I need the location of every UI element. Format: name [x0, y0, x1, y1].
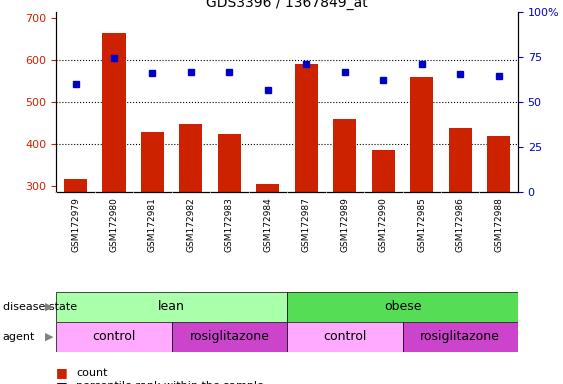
- Text: GSM172981: GSM172981: [148, 197, 157, 252]
- Bar: [487, 136, 510, 312]
- Text: GSM172982: GSM172982: [186, 197, 195, 252]
- Bar: [410, 76, 434, 312]
- Bar: [287, 292, 518, 322]
- Text: lean: lean: [158, 300, 185, 313]
- Bar: [333, 119, 356, 312]
- Text: GSM172980: GSM172980: [110, 197, 118, 252]
- Title: GDS3396 / 1367849_at: GDS3396 / 1367849_at: [206, 0, 368, 10]
- Bar: [64, 179, 87, 312]
- Text: obese: obese: [384, 300, 421, 313]
- Text: GSM172983: GSM172983: [225, 197, 234, 252]
- Bar: [372, 150, 395, 312]
- Text: percentile rank within the sample: percentile rank within the sample: [76, 381, 264, 384]
- Text: GSM172979: GSM172979: [71, 197, 80, 252]
- Text: GSM172989: GSM172989: [341, 197, 349, 252]
- Text: ■: ■: [56, 366, 68, 379]
- Bar: [180, 124, 203, 312]
- Bar: [102, 33, 126, 312]
- Bar: [287, 322, 403, 352]
- Bar: [218, 134, 241, 312]
- Text: count: count: [76, 368, 108, 378]
- Text: agent: agent: [3, 332, 35, 342]
- Text: rosiglitazone: rosiglitazone: [421, 330, 500, 343]
- Text: GSM172985: GSM172985: [417, 197, 426, 252]
- Text: GSM172986: GSM172986: [456, 197, 464, 252]
- Text: rosiglitazone: rosiglitazone: [190, 330, 269, 343]
- Text: GSM172984: GSM172984: [263, 197, 272, 252]
- Text: control: control: [323, 330, 367, 343]
- Text: GSM172988: GSM172988: [494, 197, 503, 252]
- Bar: [56, 292, 287, 322]
- Text: control: control: [92, 330, 136, 343]
- Text: ▶: ▶: [45, 332, 53, 342]
- Text: GSM172990: GSM172990: [379, 197, 388, 252]
- Bar: [256, 184, 279, 312]
- Text: GSM172987: GSM172987: [302, 197, 311, 252]
- Text: disease state: disease state: [3, 302, 77, 312]
- Text: ▶: ▶: [45, 302, 53, 312]
- Bar: [449, 128, 472, 312]
- Bar: [403, 322, 518, 352]
- Bar: [56, 322, 172, 352]
- Bar: [295, 64, 318, 312]
- Text: ■: ■: [56, 380, 68, 384]
- Bar: [141, 132, 164, 312]
- Bar: [172, 322, 287, 352]
